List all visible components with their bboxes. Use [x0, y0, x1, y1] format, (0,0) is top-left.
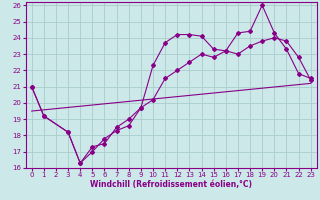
X-axis label: Windchill (Refroidissement éolien,°C): Windchill (Refroidissement éolien,°C) — [90, 180, 252, 189]
